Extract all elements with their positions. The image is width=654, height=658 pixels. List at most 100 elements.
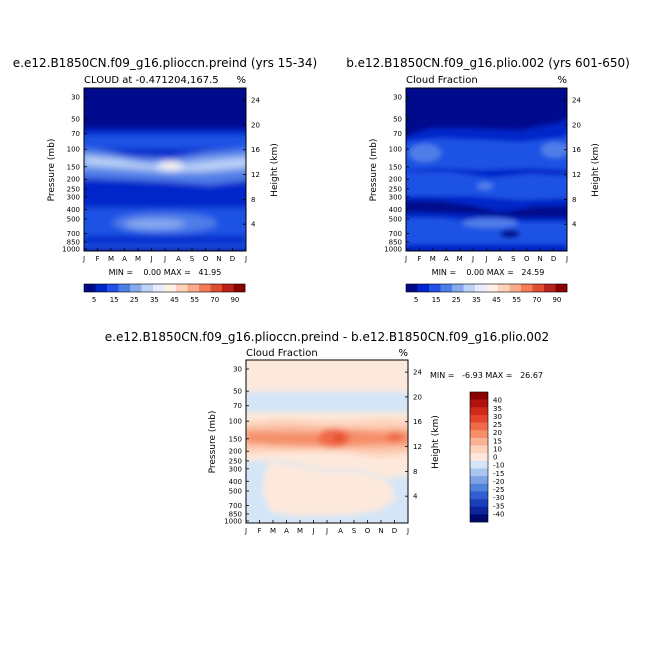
colorbar-swatch: [463, 284, 476, 292]
height-tick-label: 4: [251, 221, 256, 229]
colorbar-frame: [469, 391, 489, 523]
x-tick-label: M: [297, 527, 303, 535]
height-tick-label: 16: [251, 146, 260, 154]
pressure-tick-label: 500: [389, 215, 402, 223]
height-tick-label: 16: [413, 418, 422, 426]
pressure-tick-label: 150: [389, 163, 402, 171]
x-tick-label: D: [551, 255, 556, 263]
pressure-tick-label: 300: [229, 465, 242, 473]
colorbar-swatch: [153, 284, 165, 292]
height-tick-label: 20: [413, 393, 422, 401]
x-tick-label: D: [392, 527, 397, 535]
colorbar-swatch: [199, 284, 211, 292]
x-tick-label: J: [311, 527, 314, 535]
colorbar-swatch: [470, 506, 488, 515]
colorbar-swatch: [470, 476, 488, 485]
colorbar-swatch: [233, 284, 246, 292]
x-tick-label: M: [135, 255, 141, 263]
pressure-tick-label: 100: [389, 146, 402, 154]
colorbar-swatch: [470, 453, 488, 462]
panel-subtitle: Cloud Fraction: [246, 348, 318, 359]
x-tick-label: S: [352, 527, 357, 535]
colorbar-swatch: [470, 422, 488, 431]
colorbar-swatch: [470, 407, 488, 416]
pressure-tick-label: 30: [71, 94, 80, 102]
colorbar-swatch: [470, 499, 488, 508]
pressure-tick-label: 70: [393, 130, 402, 138]
colorbar-swatch: [486, 284, 499, 292]
pressure-tick-label: 1000: [224, 518, 242, 526]
pressure-tick-label: 50: [233, 388, 242, 396]
colorbar-label: 40: [493, 397, 502, 405]
y2-axis-label: Height (km): [270, 143, 280, 197]
pressure-tick-label: 200: [229, 448, 242, 456]
x-tick-label: N: [378, 527, 383, 535]
colorbar-label: -35: [493, 502, 504, 510]
colorbar-swatch: [544, 284, 556, 292]
pressure-tick-label: 250: [389, 185, 402, 193]
height-tick-label: 12: [251, 171, 260, 179]
x-tick-label: J: [325, 527, 328, 535]
colorbar-label: 0: [493, 454, 497, 462]
x-tick-label: A: [284, 527, 289, 535]
height-tick-label: 4: [413, 493, 418, 501]
height-tick-label: 8: [413, 468, 417, 476]
colorbar-label: 45: [170, 296, 179, 304]
x-tick-label: J: [484, 255, 487, 263]
pressure-tick-label: 400: [229, 478, 242, 486]
pressure-tick-label: 300: [389, 193, 402, 201]
cloud-field: [84, 88, 246, 251]
x-tick-label: J: [163, 255, 166, 263]
difference-field: [246, 360, 408, 523]
height-tick-label: 24: [251, 97, 260, 105]
colorbar: 5 15 25 35 45 55 70 90: [83, 283, 246, 304]
colorbar-swatch: [141, 284, 154, 292]
pressure-tick-label: 250: [229, 457, 242, 465]
x-tick-label: N: [216, 255, 221, 263]
colorbar-swatch: [521, 284, 533, 292]
colorbar-swatch: [222, 284, 234, 292]
pressure-tick-label: 150: [229, 435, 242, 443]
pressure-tick-label: 300: [67, 193, 80, 201]
panel-title: b.e12.B1850CN.f09_g16.plio.002 (yrs 601-…: [346, 56, 630, 70]
height-axis: 24 20 16 12 8 4: [405, 369, 422, 501]
x-tick-label: D: [230, 255, 235, 263]
pressure-tick-label: 30: [393, 94, 402, 102]
pressure-tick-label: 70: [233, 402, 242, 410]
colorbar-swatch: [187, 284, 200, 292]
colorbar-swatch: [470, 468, 488, 477]
colorbar-label: 90: [552, 296, 561, 304]
y2-axis-label: Height (km): [431, 415, 441, 469]
x-tick-label: J: [404, 255, 407, 263]
pressure-tick-label: 700: [67, 230, 80, 238]
height-axis: 24 20 16 12 8 4: [243, 97, 260, 229]
colorbar-swatch: [95, 284, 108, 292]
colorbar-label: 35: [472, 296, 481, 304]
pressure-tick-label: 1000: [62, 246, 80, 254]
colorbar-label: 15: [432, 296, 441, 304]
pressure-tick-label: 250: [67, 185, 80, 193]
panel-control-run: e.e12.B1850CN.f09_g16.plioccn.preind (yr…: [13, 56, 317, 304]
colorbar-swatch: [470, 437, 488, 446]
x-tick-label: F: [417, 255, 421, 263]
x-tick-label: O: [365, 527, 371, 535]
cloud-field: [406, 88, 567, 251]
colorbar-swatch: [406, 284, 418, 292]
colorbar-swatch: [470, 445, 488, 454]
min-max-stats: MIN = 0.00 MAX = 24.59: [432, 268, 545, 277]
pressure-tick-label: 30: [233, 366, 242, 374]
colorbar-label: 10: [493, 445, 502, 453]
x-tick-label: F: [257, 527, 261, 535]
colorbar-swatch: [470, 483, 488, 492]
x-tick-label: S: [190, 255, 195, 263]
units-label: %: [557, 75, 567, 86]
height-tick-label: 16: [572, 146, 581, 154]
colorbar-label: 15: [110, 296, 119, 304]
colorbar-label: 25: [452, 296, 461, 304]
